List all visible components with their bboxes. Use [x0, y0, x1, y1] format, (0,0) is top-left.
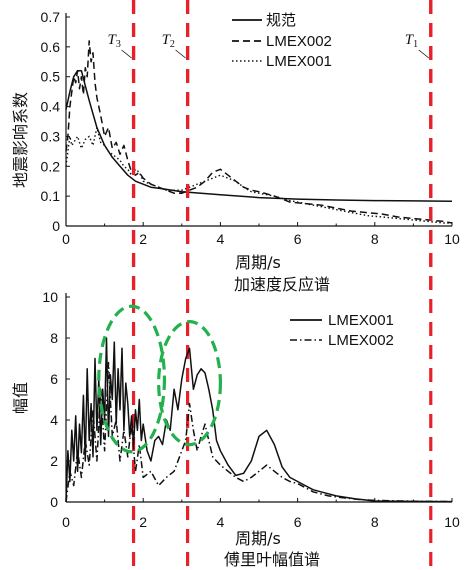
y-tick-label: 4: [50, 412, 58, 428]
fourier-series: [65, 337, 453, 503]
legend: LMEX001 LMEX002: [290, 312, 394, 349]
x-tick-label: 10: [444, 231, 460, 247]
x-tick-label: 8: [371, 514, 379, 530]
period-marker-leader: [121, 49, 132, 59]
bottom-x-axis-label: 周期/s: [235, 529, 281, 548]
legend-label-guifan: 规范: [266, 11, 296, 29]
y-tick-label: 0.3: [41, 128, 61, 144]
y-tick-label: 10: [42, 289, 58, 305]
x-tick-label: 10: [444, 514, 460, 530]
tick-labels: 0 2 4 6 8 10 0 2 4 6 8 10: [42, 289, 460, 530]
top-chart-title: 加速度反应谱: [234, 275, 330, 294]
y-tick-label: 0.7: [41, 9, 61, 25]
series-line-规范: [65, 69, 453, 202]
period-marker-label: T1: [405, 32, 418, 50]
period-marker-labels: T3 T2 T1: [108, 32, 430, 59]
x-tick-label: 2: [139, 514, 147, 530]
y-tick-label: 0.6: [41, 39, 61, 55]
legend-label-lmex002: LMEX002: [266, 33, 332, 50]
y-tick-label: 0.5: [41, 69, 61, 85]
series-line-lmex001: [65, 337, 453, 503]
period-marker-leader: [418, 49, 430, 59]
axes-frame: [65, 293, 453, 503]
y-tick-label: 8: [50, 330, 58, 346]
legend-label-lmex001: LMEX001: [266, 53, 332, 70]
period-marker-label: T3: [108, 32, 121, 50]
x-tick-label: 0: [62, 231, 70, 247]
bottom-y-axis-label: 幅值: [11, 382, 30, 414]
series-line-lmex001: [65, 126, 452, 224]
top-y-axis-label: 地震影响系数: [11, 92, 30, 188]
x-tick-label: 8: [371, 231, 379, 247]
y-tick-label: 6: [50, 371, 58, 387]
bottom-chart-title: 傅里叶幅值谱: [224, 550, 320, 569]
highlight-ellipse: [97, 304, 167, 454]
x-tick-label: 4: [217, 514, 225, 530]
highlight-ellipses: [97, 304, 222, 454]
x-tick-label: 6: [294, 514, 302, 530]
legend-label-lmex002: LMEX002: [328, 332, 394, 349]
x-tick-label: 4: [217, 231, 225, 247]
period-marker-label: T2: [162, 32, 175, 50]
period-marker-leader: [175, 49, 186, 59]
acceleration-spectrum-chart: 0 2 4 6 8 10 0 0.1 0.2 0.3 0.4 0.5 0.6 0.7 T3 T2 T1 规范 …: [11, 0, 460, 294]
y-tick-label: 0: [50, 494, 58, 510]
y-tick-label: 0: [52, 218, 60, 234]
y-tick-label: 0.2: [41, 158, 61, 174]
top-x-axis-label: 周期/s: [235, 253, 281, 272]
y-tick-label: 2: [50, 453, 58, 469]
tick-labels: 0 2 4 6 8 10 0 0.1 0.2 0.3 0.4 0.5 0.6 0.7: [41, 9, 460, 247]
x-tick-label: 6: [294, 231, 302, 247]
y-tick-label: 0.4: [41, 99, 61, 115]
spectrum-series: [65, 40, 453, 224]
y-tick-label: 0.1: [41, 188, 61, 204]
highlight-ellipse: [157, 320, 222, 447]
fourier-spectrum-chart: 0 2 4 6 8 10 0 2 4 6 8 10 LMEX001 LMEX002 周期/s 幅值 傅…: [11, 0, 460, 570]
legend: 规范 LMEX002 LMEX001: [232, 11, 332, 70]
series-line-lmex002: [65, 40, 453, 224]
legend-label-lmex001: LMEX001: [328, 312, 394, 329]
period-markers: [131, 0, 433, 570]
axes-frame: [65, 13, 453, 227]
x-tick-label: 2: [139, 231, 147, 247]
series-line-lmex002: [65, 361, 453, 503]
x-tick-label: 0: [62, 514, 70, 530]
